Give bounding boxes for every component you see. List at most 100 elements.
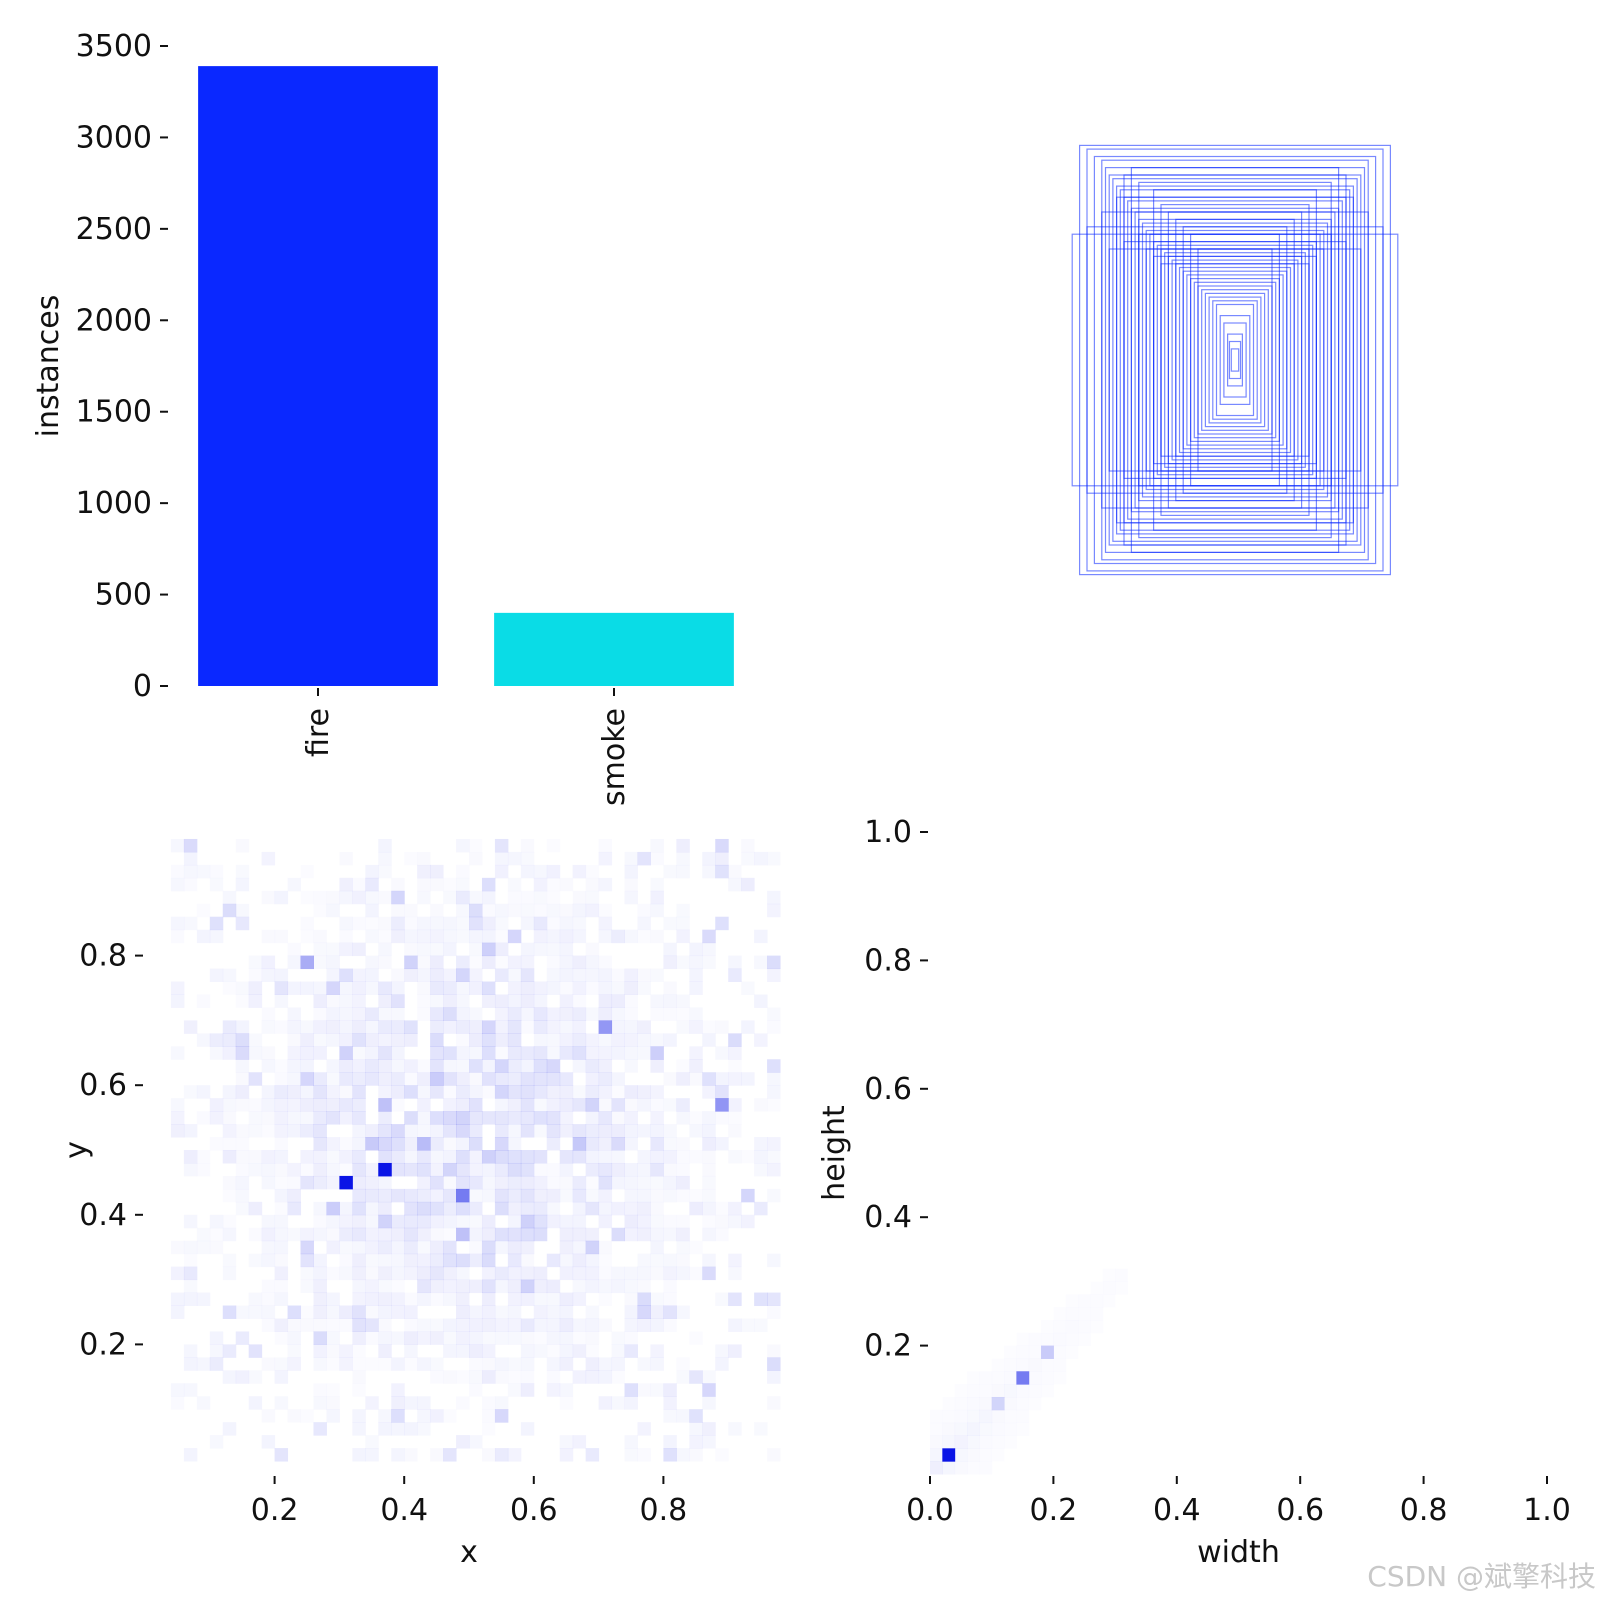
heatmap-cell (1004, 1397, 1017, 1410)
heatmap-cell (534, 1163, 547, 1176)
heatmap-cell (689, 1422, 702, 1435)
heatmap-cell (274, 1318, 289, 1332)
heatmap-cell (430, 1409, 444, 1423)
heatmap-cell (430, 1266, 444, 1281)
heatmap-cell (598, 1072, 613, 1086)
heatmap-cell (209, 1033, 224, 1047)
heatmap-cell (494, 1085, 509, 1099)
y-tick-label: 3000 (76, 120, 152, 155)
heatmap-cell (689, 1409, 703, 1423)
heatmap-cell (287, 1305, 302, 1319)
heatmap-cell (352, 1422, 366, 1436)
heatmap-cell (287, 1046, 302, 1060)
heatmap-cell (676, 1137, 689, 1150)
heatmap-cell (288, 1228, 301, 1241)
heatmap-cell (1115, 1269, 1128, 1282)
heatmap-cell (430, 943, 443, 956)
heatmap-cell (546, 1020, 561, 1034)
heatmap-cell (767, 1072, 780, 1085)
heatmap-cell (754, 994, 768, 1008)
heatmap-cell (275, 930, 288, 943)
heatmap-cell (274, 1448, 289, 1462)
heatmap-cell (599, 956, 612, 969)
heatmap-cell (637, 1383, 650, 1396)
heatmap-cell (650, 1085, 664, 1099)
heatmap-cell (507, 1046, 522, 1060)
heatmap-cell (507, 955, 522, 970)
heatmap-hot-cell (715, 1098, 729, 1112)
heatmap-cell (495, 1370, 508, 1383)
heatmap-cell (301, 930, 314, 943)
heatmap-cell (352, 1007, 366, 1021)
heatmap-cell (676, 1175, 690, 1190)
heatmap-cell (586, 1306, 599, 1319)
heatmap-cell (469, 1305, 483, 1319)
heatmap-cell (637, 1214, 651, 1229)
heatmap-cell (249, 1306, 262, 1319)
heatmap-cell (624, 1383, 638, 1397)
heatmap-cell (702, 1085, 716, 1099)
heatmap-cell (702, 1072, 716, 1086)
heatmap-cell (521, 904, 534, 917)
heatmap-cell (365, 1396, 379, 1410)
heatmap-cell (534, 1124, 547, 1137)
heatmap-cell (209, 929, 224, 944)
heatmap-cell (326, 891, 339, 904)
heatmap-cell (992, 1448, 1005, 1461)
heatmap-cell (481, 916, 496, 931)
y-axis-label: height (817, 1105, 852, 1201)
heatmap-cell (313, 943, 326, 956)
heatmap-cell (288, 943, 301, 956)
heatmap-cell (494, 864, 509, 879)
heatmap-cell (404, 1396, 418, 1410)
heatmap-cell (313, 1098, 327, 1112)
heatmap-cell (326, 981, 340, 995)
heatmap-cell (313, 1344, 327, 1358)
x-tick-label: 0.4 (380, 1493, 428, 1528)
heatmap-cell (572, 1240, 587, 1255)
heatmap-cell (339, 1214, 353, 1229)
heatmap-cell (469, 1383, 482, 1396)
heatmap-cell (469, 1150, 483, 1164)
heatmap-cell (249, 1254, 262, 1267)
heatmap-cell (507, 1059, 522, 1073)
heatmap-cell (352, 994, 366, 1008)
heatmap-cell (1066, 1346, 1079, 1359)
heatmap-cell (507, 1072, 522, 1086)
heatmap-cell (261, 955, 276, 970)
heatmap-cell (274, 968, 289, 983)
heatmap-cell (585, 1059, 600, 1073)
heatmap-cell (586, 1007, 599, 1020)
heatmap-cell (507, 1305, 522, 1319)
heatmap-cell (287, 1098, 302, 1112)
heatmap-cell (942, 1423, 955, 1436)
heatmap-cell (1066, 1307, 1079, 1320)
heatmap-cell (430, 1357, 443, 1370)
heatmap-cell (365, 1162, 379, 1177)
heatmap-cell (183, 851, 198, 866)
heatmap-cell (572, 1175, 587, 1190)
heatmap-cell (443, 1240, 457, 1255)
heatmap-cell (547, 904, 560, 917)
heatmap-cell (754, 1150, 768, 1164)
heatmap-cell (728, 1150, 741, 1163)
heatmap-cell (275, 1396, 288, 1409)
heatmap-cell (533, 994, 548, 1008)
heatmap-cell (443, 1370, 456, 1383)
heatmap-cell (663, 1293, 676, 1306)
heatmap-cell (469, 1162, 483, 1177)
heatmap-cell (663, 1305, 677, 1319)
heatmap-cell (1029, 1358, 1042, 1371)
heatmap-cell (456, 968, 470, 983)
heatmap-cell (625, 1046, 638, 1059)
heatmap-cell (546, 1383, 561, 1397)
heatmap-cell (391, 1240, 405, 1255)
heatmap-cell (585, 1227, 600, 1242)
heatmap-cell (326, 1137, 340, 1151)
heatmap-cell (663, 1124, 676, 1137)
heatmap-cell (930, 1410, 943, 1423)
heatmap-cell (481, 994, 496, 1008)
heatmap-cell (676, 1098, 690, 1112)
heatmap-cell (417, 968, 431, 983)
heatmap-cell (728, 1292, 742, 1307)
